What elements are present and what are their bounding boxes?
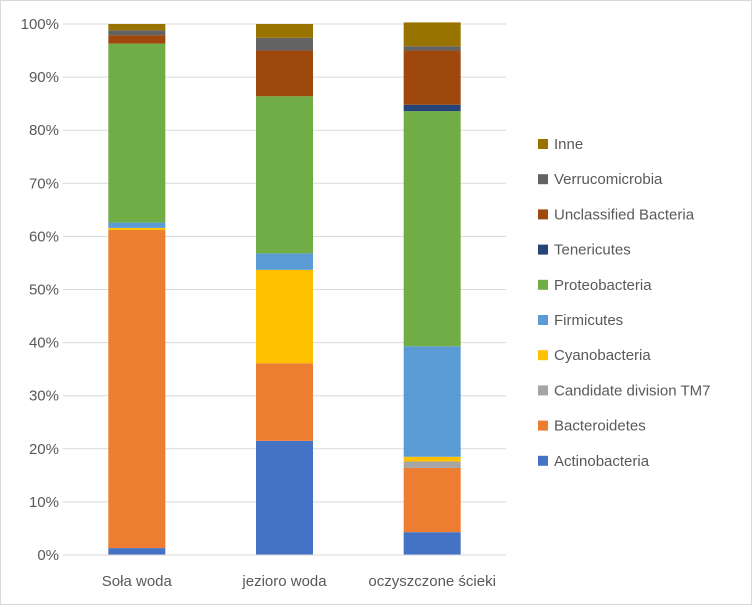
bar-segment [403, 104, 461, 112]
x-category-label: jezioro woda [241, 573, 327, 590]
legend-swatch [538, 174, 548, 185]
y-tick-label: 90% [29, 69, 59, 86]
y-tick-label: 40% [29, 335, 59, 352]
bar-segment [256, 24, 313, 38]
legend-swatch [538, 385, 548, 396]
legend-label: Inne [554, 136, 583, 153]
y-tick-label: 10% [29, 494, 59, 511]
bar-segment [403, 346, 461, 457]
bar-segment [403, 532, 461, 555]
legend-swatch [538, 350, 548, 361]
bar-segment [108, 30, 166, 36]
bar-segment [108, 227, 166, 231]
bar-segment [256, 269, 313, 364]
legend: Inne Verrucomicrobia Unclassified Bacteria… [538, 136, 710, 470]
y-tick-label: 0% [37, 547, 59, 564]
bar-segment [256, 37, 313, 51]
y-tick-label: 100% [21, 16, 59, 33]
bar-segment [108, 222, 166, 228]
x-category-label: oczyszczone ścieki [368, 573, 496, 590]
bar-segment [256, 440, 313, 555]
legend-label: Verrucomicrobia [554, 171, 663, 188]
bar-segment [403, 461, 461, 468]
legend-label: Firmicutes [554, 312, 623, 329]
legend-swatch [538, 315, 548, 325]
axes: 0% 10% 20% 30% 40% 50% 60% 70% 80% 90% 100% Soła wo… [21, 16, 506, 590]
bar-segment [403, 111, 461, 347]
legend-swatch [538, 420, 548, 431]
bar-segment [403, 456, 461, 462]
y-tick-label: 30% [29, 388, 59, 405]
legend-swatch [538, 244, 548, 255]
bar-segment [108, 43, 166, 223]
legend-label: Proteobacteria [554, 277, 652, 294]
y-tick-label: 80% [29, 122, 59, 139]
bar-segment [403, 50, 461, 105]
bar-segment [256, 50, 313, 97]
legend-label: Bacteroidetes [554, 418, 646, 435]
legend-swatch [538, 279, 548, 290]
bar-segment [403, 467, 461, 533]
y-tick-label: 50% [29, 282, 59, 299]
y-tick-label: 70% [29, 175, 59, 192]
bar-segment [256, 363, 313, 441]
legend-label: Unclassified Bacteria [554, 206, 695, 223]
bar-segment [256, 96, 313, 254]
bar-segment [108, 548, 166, 555]
x-category-label: Soła woda [102, 573, 173, 590]
bar-segment [108, 35, 166, 44]
y-tick-label: 20% [29, 441, 59, 458]
y-tick-label: 60% [29, 228, 59, 245]
bar-segment [108, 24, 166, 31]
legend-label: Candidate division TM7 [554, 382, 710, 399]
legend-swatch [538, 139, 548, 149]
bar-segment [403, 22, 461, 47]
bars [108, 22, 461, 555]
legend-swatch [538, 455, 548, 466]
legend-label: Cyanobacteria [554, 347, 651, 364]
bar-segment [108, 230, 166, 549]
legend-label: Actinobacteria [554, 453, 650, 470]
legend-label: Tenericutes [554, 242, 631, 259]
bar-segment [256, 253, 313, 270]
bar-segment [403, 46, 461, 51]
legend-swatch [538, 209, 548, 220]
